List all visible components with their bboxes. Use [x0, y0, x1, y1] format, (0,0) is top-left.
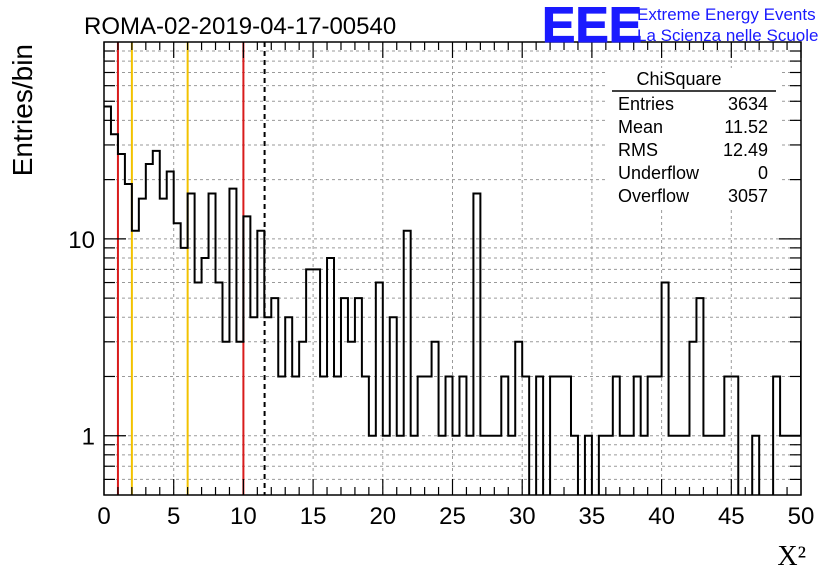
x-tick-label: 25: [439, 503, 466, 530]
stats-value-overflow: 3057: [728, 186, 768, 206]
logo-line-2: La Scienza nelle Scuole: [637, 26, 818, 45]
stats-value-entries: 3634: [728, 94, 768, 114]
x-tick-label: 5: [167, 503, 180, 530]
x-tick-label: 0: [97, 503, 110, 530]
stats-label-mean: Mean: [618, 117, 663, 137]
stats-box-title: ChiSquare: [636, 69, 721, 89]
stats-label-rms: RMS: [618, 140, 658, 160]
x-tick-label: 20: [369, 503, 396, 530]
x-tick-label: 35: [579, 503, 606, 530]
stats-value-rms: 12.49: [723, 140, 768, 160]
stats-label-underflow: Underflow: [618, 163, 700, 183]
stats-label-entries: Entries: [618, 94, 674, 114]
x-tick-labels: 0 5 10 15 20 25 30 35 40 45 50: [97, 503, 814, 530]
y-tick-label: 1: [82, 424, 95, 451]
stats-box: ChiSquare Entries 3634 Mean 11.52 RMS 12…: [606, 68, 780, 210]
x-tick-label: 10: [230, 503, 257, 530]
y-axis-label: Entries/bin: [7, 44, 38, 176]
x-tick-label: 30: [509, 503, 536, 530]
x-tick-label: 50: [788, 503, 815, 530]
grid-lines: [104, 42, 801, 495]
x-tick-label: 15: [300, 503, 327, 530]
stats-value-underflow: 0: [758, 163, 768, 183]
y-tick-label: 10: [68, 227, 95, 254]
logo-line-1: Extreme Energy Events: [637, 5, 816, 24]
eee-logo-mark: EEE: [542, 0, 642, 53]
axis-ticks: [103, 42, 802, 495]
stats-value-mean: 11.52: [724, 117, 768, 137]
stats-label-overflow: Overflow: [618, 186, 690, 206]
x-tick-label: 40: [648, 503, 675, 530]
histogram-step-line: [104, 105, 801, 495]
chart-title: ROMA-02-2019-04-17-00540: [84, 13, 396, 40]
y-tick-labels: 1 10: [68, 227, 95, 451]
x-axis-label: X²: [777, 541, 806, 572]
x-tick-label: 45: [718, 503, 745, 530]
